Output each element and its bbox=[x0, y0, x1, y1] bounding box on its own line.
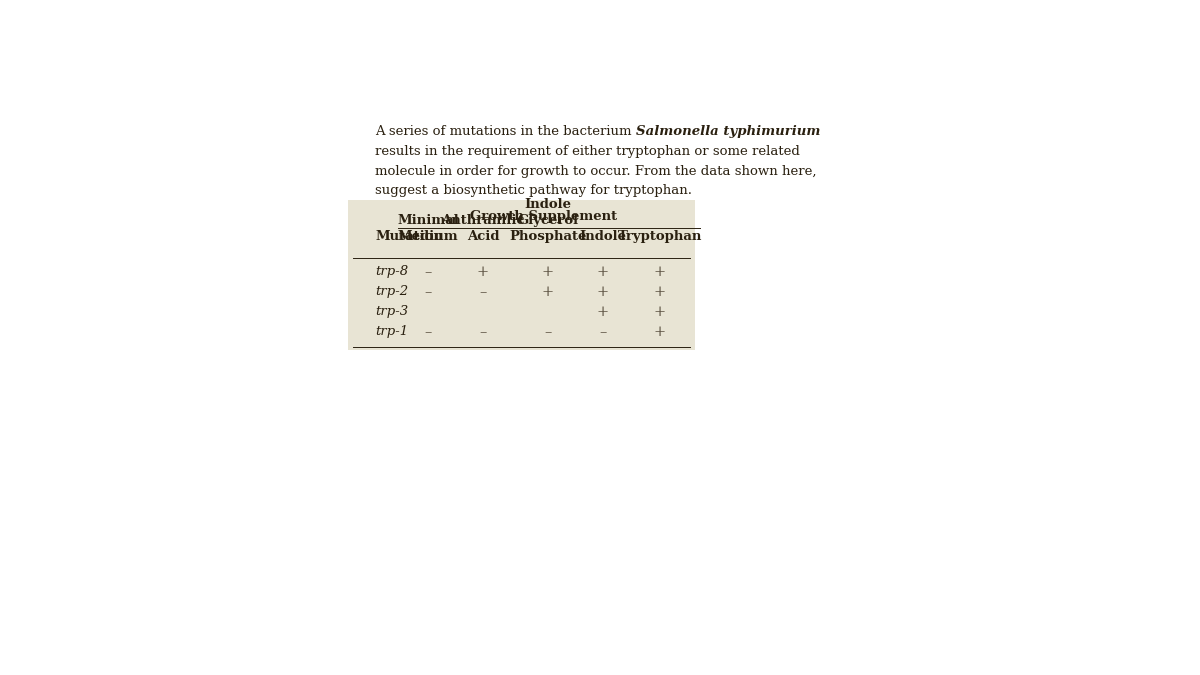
Text: +: + bbox=[476, 265, 490, 279]
Point bbox=[683, 254, 697, 262]
Text: results in the requirement of either tryptophan or some related: results in the requirement of either try… bbox=[374, 145, 800, 158]
Text: Tryptophan: Tryptophan bbox=[618, 230, 702, 243]
Text: –: – bbox=[599, 325, 607, 339]
Text: trp-1: trp-1 bbox=[374, 325, 408, 338]
Text: Growth Supplement: Growth Supplement bbox=[470, 210, 618, 223]
Point bbox=[346, 343, 360, 351]
Point bbox=[391, 224, 406, 232]
Text: trp-2: trp-2 bbox=[374, 286, 408, 298]
Text: +: + bbox=[596, 265, 610, 279]
Text: +: + bbox=[654, 265, 666, 279]
Point bbox=[346, 254, 360, 262]
Text: +: + bbox=[596, 305, 610, 319]
Text: –: – bbox=[479, 285, 487, 299]
Text: –: – bbox=[425, 285, 432, 299]
Text: Mutation: Mutation bbox=[374, 230, 443, 243]
Text: Minimal
Medium: Minimal Medium bbox=[397, 214, 458, 243]
Text: Indole
Glycerol
Phosphate: Indole Glycerol Phosphate bbox=[509, 198, 587, 243]
Text: +: + bbox=[654, 325, 666, 339]
Text: –: – bbox=[479, 325, 487, 339]
Text: +: + bbox=[542, 265, 554, 279]
Text: Indole: Indole bbox=[580, 230, 626, 243]
Point bbox=[683, 343, 697, 351]
Text: suggest a biosynthetic pathway for tryptophan.: suggest a biosynthetic pathway for trypt… bbox=[374, 184, 692, 197]
Text: A series of mutations in the bacterium: A series of mutations in the bacterium bbox=[374, 125, 636, 138]
Text: trp-8: trp-8 bbox=[374, 265, 408, 279]
Text: trp-3: trp-3 bbox=[374, 306, 408, 319]
Text: Anthranilic
Acid: Anthranilic Acid bbox=[442, 214, 524, 243]
Text: –: – bbox=[425, 265, 432, 279]
Text: –: – bbox=[425, 325, 432, 339]
Bar bbox=[348, 200, 695, 350]
Text: –: – bbox=[545, 325, 552, 339]
Text: +: + bbox=[596, 285, 610, 299]
Text: +: + bbox=[542, 285, 554, 299]
Point bbox=[692, 224, 707, 232]
Text: +: + bbox=[654, 305, 666, 319]
Text: molecule in order for growth to occur. From the data shown here,: molecule in order for growth to occur. F… bbox=[374, 165, 816, 178]
Text: +: + bbox=[654, 285, 666, 299]
Text: Salmonella typhimurium: Salmonella typhimurium bbox=[636, 125, 820, 138]
